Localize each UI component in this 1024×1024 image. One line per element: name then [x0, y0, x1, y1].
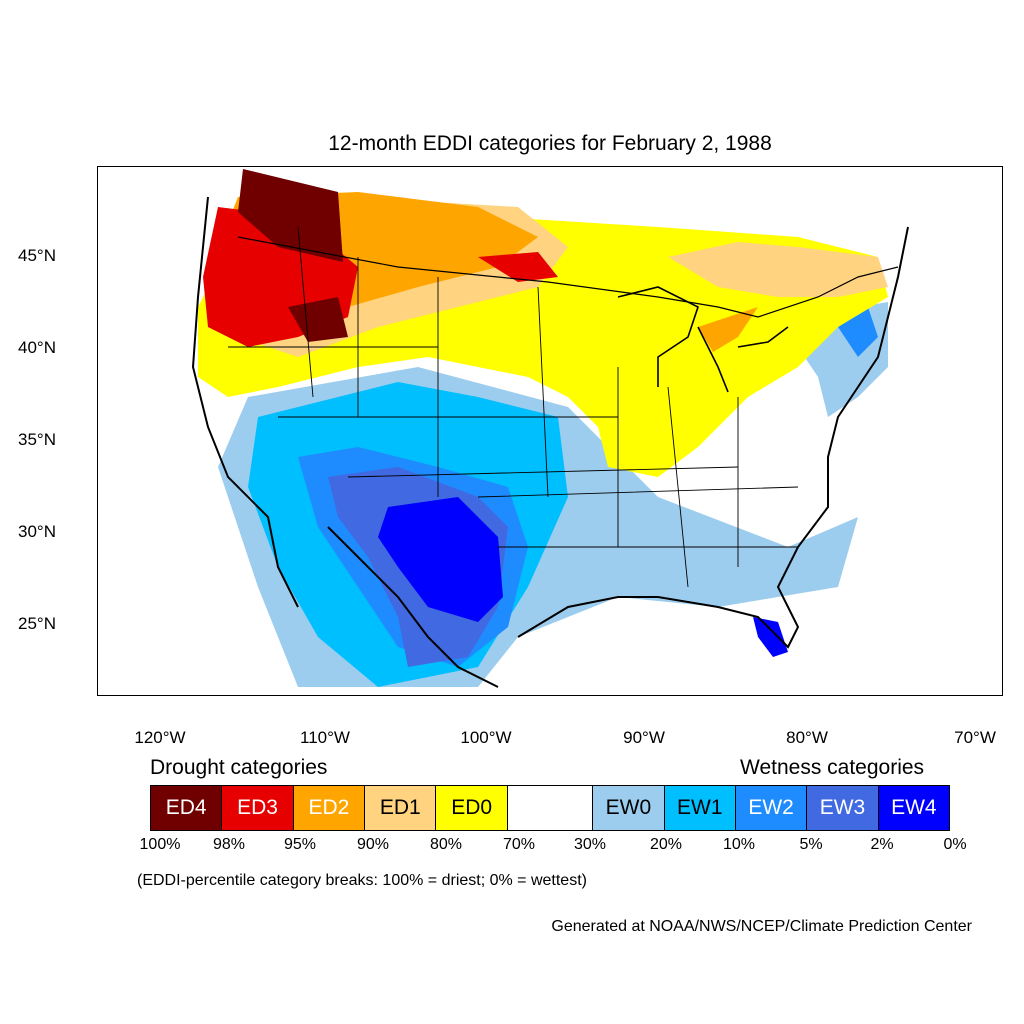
pct-break-95: 95% — [283, 836, 317, 853]
lon-label-100: 100°W — [460, 728, 512, 747]
map-title: 12-month EDDI categories for February 2,… — [328, 132, 772, 155]
state-borders — [228, 226, 799, 588]
pct-break-70: 70% — [502, 836, 536, 853]
pct-break-5: 5% — [799, 836, 823, 853]
region-ed2-michigan — [698, 307, 758, 352]
eddi-map — [191, 169, 909, 688]
region-ed1-northeast — [668, 242, 888, 297]
legend-swatch-ed2: ED2 — [293, 786, 366, 830]
lat-label-45: 45°N — [18, 246, 56, 265]
region-ew3-florida — [753, 617, 788, 657]
drought-heading: Drought categories — [150, 756, 328, 779]
legend-swatch-neutral — [507, 786, 594, 830]
region-ew1-northeast — [838, 307, 878, 357]
lon-label-90: 90°W — [623, 728, 665, 747]
legend-swatch-ed0: ED0 — [436, 786, 508, 830]
legend-swatch-ew2: EW2 — [735, 786, 808, 830]
pct-break-2: 2% — [870, 836, 894, 853]
legend-swatch-ew1: EW1 — [664, 786, 736, 830]
lat-label-30: 30°N — [18, 522, 56, 541]
pct-break-10: 10% — [722, 836, 756, 853]
legend-swatch-ew3: EW3 — [807, 786, 879, 830]
canada-border — [237, 236, 899, 318]
lon-label-110: 110°W — [300, 728, 350, 747]
category-note: (EDDI-percentile category breaks: 100% =… — [137, 872, 587, 889]
pct-break-20: 20% — [649, 836, 683, 853]
coastline — [191, 196, 909, 688]
pct-break-100: 100% — [139, 836, 181, 853]
region-ed3-north — [478, 252, 558, 282]
lat-label-25: 25°N — [18, 614, 56, 633]
credit-line: Generated at NOAA/NWS/NCEP/Climate Predi… — [551, 918, 972, 935]
region-ew4-texas — [378, 497, 503, 622]
lat-label-40: 40°N — [18, 338, 56, 357]
pct-break-90: 90% — [356, 836, 390, 853]
color-legend: ED4 ED3 ED2 ED1 ED0 EW0 EW1 EW2 EW3 EW4 — [150, 785, 950, 831]
legend-swatch-ed3: ED3 — [222, 786, 294, 830]
pct-break-0: 0% — [943, 836, 967, 853]
legend-swatch-ed1: ED1 — [365, 786, 437, 830]
lon-label-70: 70°W — [954, 728, 996, 747]
legend-swatch-ed4: ED4 — [151, 786, 223, 830]
legend-swatch-ew0: EW0 — [593, 786, 665, 830]
legend-swatch-ew4: EW4 — [878, 786, 950, 830]
lon-label-80: 80°W — [786, 728, 828, 747]
region-ed4-northwest — [238, 169, 343, 262]
great-lakes — [617, 286, 789, 393]
wetness-heading: Wetness categories — [740, 756, 925, 779]
lon-label-120: 120°W — [134, 728, 186, 747]
region-ed4-idaho — [288, 297, 348, 342]
pct-break-30: 30% — [573, 836, 607, 853]
lat-label-35: 35°N — [18, 430, 56, 449]
pct-break-98: 98% — [212, 836, 246, 853]
pct-break-80: 80% — [429, 836, 463, 853]
map-panel — [97, 166, 1003, 696]
